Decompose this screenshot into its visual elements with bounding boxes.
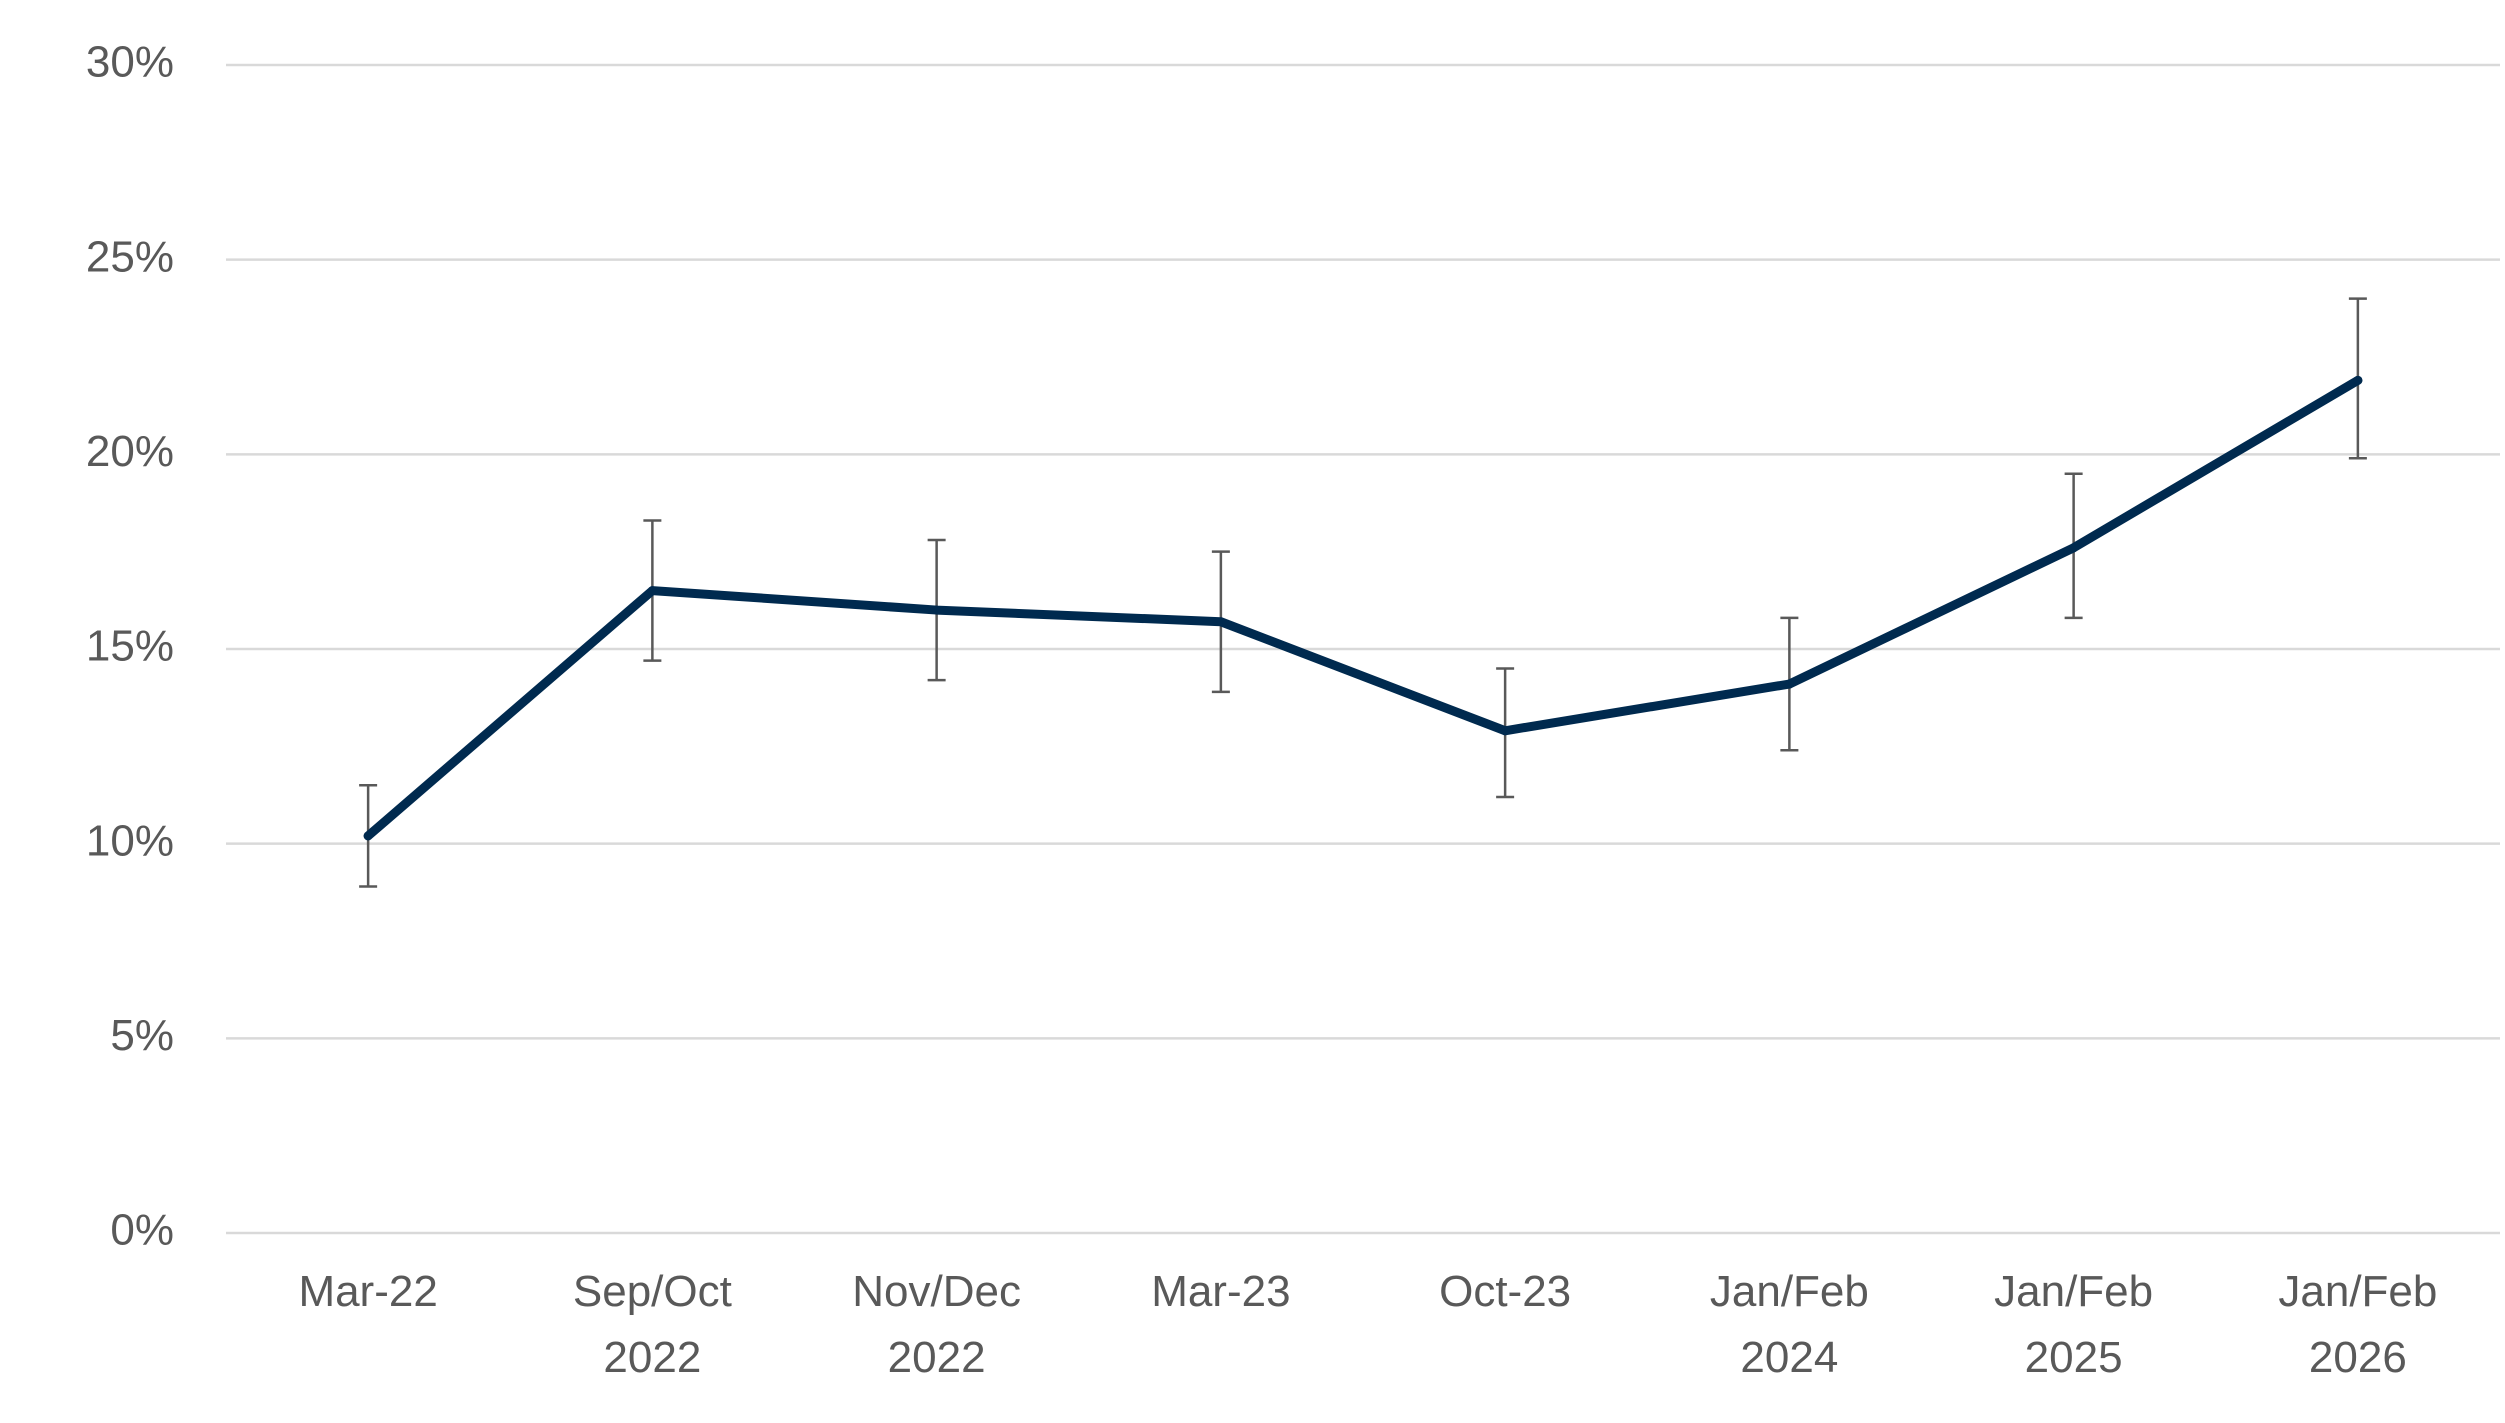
x-tick-label: Mar-23 <box>1151 1267 1290 1316</box>
x-tick-label: Sep/Oct 2022 <box>573 1267 732 1382</box>
x-tick-label-line: Sep/Oct <box>573 1267 732 1316</box>
x-tick-label-line: Mar-22 <box>298 1267 437 1316</box>
x-tick-label-line: Mar-23 <box>1151 1267 1290 1316</box>
x-tick-label-line: 2026 <box>2309 1333 2407 1382</box>
x-tick-label-line: Jan/Feb <box>1710 1267 1869 1316</box>
x-tick-label-line: Nov/Dec <box>852 1267 1021 1316</box>
x-tick-label: Jan/Feb 2026 <box>2278 1267 2437 1382</box>
x-tick-label-line: Jan/Feb <box>1994 1267 2153 1316</box>
data-point <box>1784 679 1794 689</box>
data-point <box>1500 726 1510 736</box>
y-tick-label: 30% <box>86 38 174 87</box>
x-tick-label-line: Oct-23 <box>1439 1267 1571 1316</box>
y-tick-label: 25% <box>86 232 174 281</box>
y-tick-label: 10% <box>86 816 174 865</box>
x-tick-label: Oct-23 <box>1439 1267 1571 1316</box>
x-tick-label: Jan/Feb 2025 <box>1994 1267 2153 1382</box>
x-tick-label-line: 2025 <box>2025 1333 2123 1382</box>
series-lines <box>363 375 2363 841</box>
y-tick-label: 20% <box>86 427 174 476</box>
data-point <box>2069 543 2079 553</box>
series-line <box>363 375 2363 841</box>
x-tick-label: Nov/Dec 2022 <box>852 1267 1021 1382</box>
x-tick-label: Mar-22 <box>298 1267 437 1316</box>
data-point <box>2353 375 2363 385</box>
x-tick-label: Jan/Feb 2024 <box>1710 1267 1869 1382</box>
gridlines <box>226 63 2500 1235</box>
data-point <box>1216 617 1226 627</box>
data-point <box>932 605 942 615</box>
x-tick-label-line: Jan/Feb <box>2278 1267 2437 1316</box>
x-tick-label-line: 2022 <box>603 1333 701 1382</box>
x-tick-label-line: 2022 <box>888 1333 986 1382</box>
y-axis-tick-labels: 0% 5% 10% 15% 20% 25% 30% <box>86 38 174 1255</box>
y-tick-label: 0% <box>110 1206 174 1255</box>
x-axis-tick-labels: Mar-22 Sep/Oct 2022 Nov/Dec 2022 Mar-23 Oct-23… <box>298 1267 2437 1382</box>
y-tick-label: 5% <box>110 1011 174 1060</box>
data-point <box>363 831 373 841</box>
x-tick-label-line: 2024 <box>1740 1333 1838 1382</box>
data-point <box>647 586 657 596</box>
y-tick-label: 15% <box>86 622 174 671</box>
